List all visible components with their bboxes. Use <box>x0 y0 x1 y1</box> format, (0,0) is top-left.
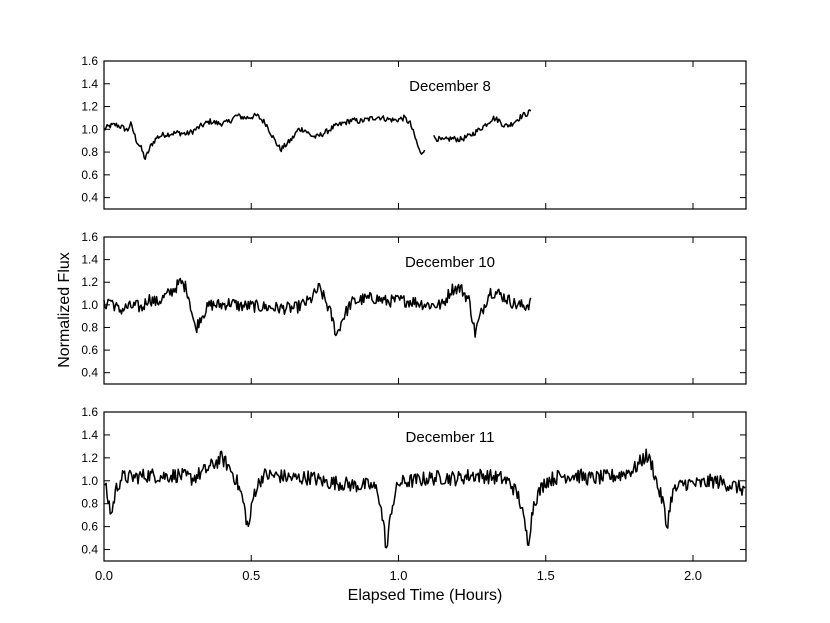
panel-title: December 10 <box>405 254 495 271</box>
panel-frame <box>103 236 747 385</box>
y-tick-label: 1.0 <box>81 122 98 136</box>
y-tick-label: 0.8 <box>81 320 98 334</box>
y-tick-label: 0.4 <box>81 366 98 380</box>
x-tick-label: 0.0 <box>95 568 113 583</box>
x-tick-label: 2.0 <box>684 568 702 583</box>
y-tick-label: 1.4 <box>81 253 98 267</box>
panel-3: 0.4 0.6 0.8 1.0 1.2 1.4 1.6 0.0 0.5 1.0 1.5 2.0 Dece… <box>81 405 747 583</box>
y-tick-label: 0.8 <box>81 497 98 511</box>
flux-series-line <box>103 112 426 161</box>
y-tick-label: 1.6 <box>81 230 98 244</box>
panel-1: 0.4 0.6 0.8 1.0 1.2 1.4 1.6 December 8 <box>81 54 747 210</box>
panel-title: December 11 <box>406 429 495 446</box>
y-axis-label: Normalized Flux <box>56 252 73 368</box>
panel-2: 0.4 0.6 0.8 1.0 1.2 1.4 1.6 December 10 <box>81 230 747 385</box>
y-tick-label: 1.4 <box>81 77 98 91</box>
y-tick-label: 1.2 <box>81 451 98 465</box>
x-tick-label: 1.0 <box>389 568 407 583</box>
y-tick-label: 1.6 <box>81 405 98 419</box>
y-tick-label: 0.4 <box>81 191 98 205</box>
flux-series-line <box>103 277 532 338</box>
y-tick-label: 0.6 <box>81 168 98 182</box>
x-axis-label: Elapsed Time (Hours) <box>348 587 503 604</box>
y-tick-label: 1.0 <box>81 474 98 488</box>
panels-group: 0.4 0.6 0.8 1.0 1.2 1.4 1.6 December 8 0.4 0.6 0.8… <box>81 54 747 583</box>
flux-series-line <box>103 448 746 549</box>
y-tick-label: 0.6 <box>81 343 98 357</box>
y-tick-label: 0.6 <box>81 520 98 534</box>
y-tick-label: 1.4 <box>81 428 98 442</box>
y-tick-label: 1.0 <box>81 298 98 312</box>
x-tick-label: 0.5 <box>242 568 260 583</box>
flux-series-line <box>433 109 532 143</box>
panel-frame <box>103 60 747 210</box>
y-tick-label: 0.8 <box>81 145 98 159</box>
y-tick-label: 1.2 <box>81 275 98 289</box>
x-tick-label: 1.5 <box>537 568 555 583</box>
y-tick-label: 1.2 <box>81 100 98 114</box>
panel-title: December 8 <box>409 78 491 95</box>
y-tick-label: 0.4 <box>81 543 98 557</box>
panel-frame <box>103 411 747 562</box>
y-tick-label: 1.6 <box>81 54 98 68</box>
